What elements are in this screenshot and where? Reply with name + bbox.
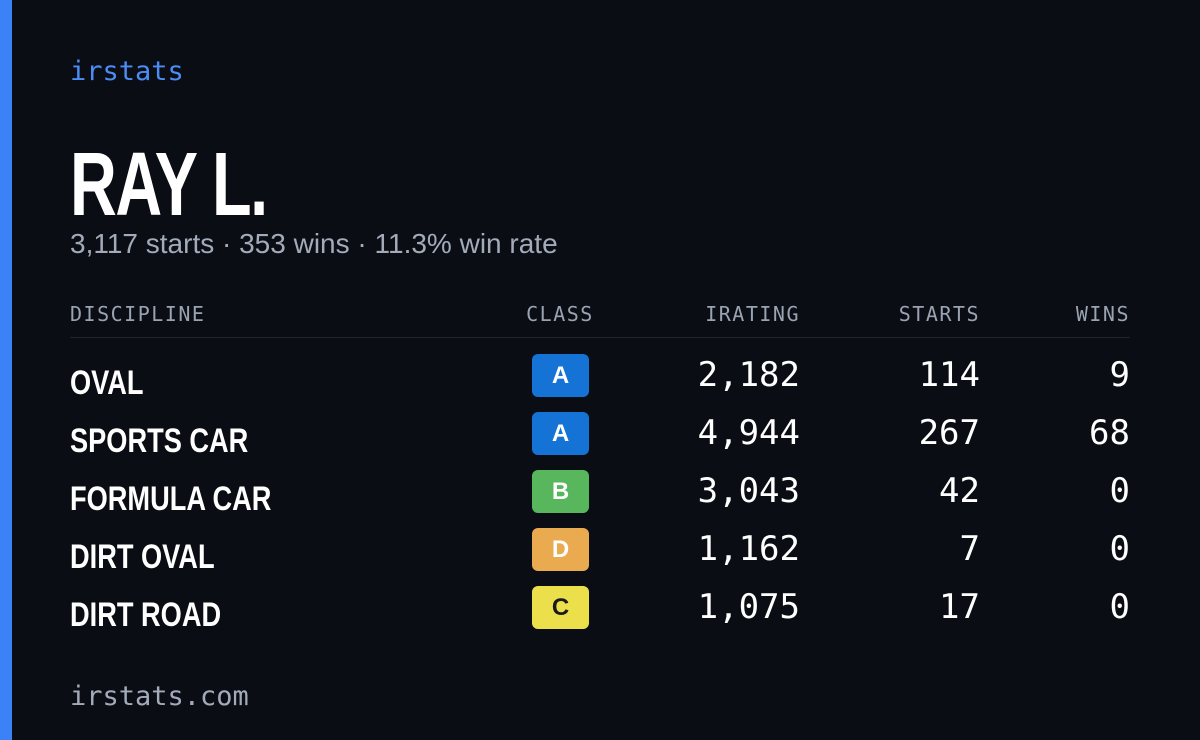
starts: 17 bbox=[939, 587, 980, 627]
starts: 114 bbox=[918, 355, 980, 395]
class-badge: A bbox=[532, 412, 589, 455]
irating: 4,944 bbox=[697, 413, 800, 453]
column-header: CLASS bbox=[526, 302, 594, 326]
discipline: OVAL bbox=[70, 364, 144, 402]
accent-bar bbox=[0, 0, 12, 740]
starts: 267 bbox=[918, 413, 980, 453]
class-badge: D bbox=[532, 528, 589, 571]
driver-name: RAY L. bbox=[70, 135, 268, 235]
column-header: WINS bbox=[1075, 302, 1130, 326]
irating: 1,075 bbox=[697, 587, 800, 627]
discipline: DIRT ROAD bbox=[70, 596, 222, 634]
class-badge: C bbox=[532, 586, 589, 629]
wins: 0 bbox=[1109, 529, 1130, 569]
wins: 68 bbox=[1089, 413, 1130, 453]
column-header: IRATING bbox=[705, 302, 800, 326]
wins: 0 bbox=[1109, 587, 1130, 627]
column-header: STARTS bbox=[898, 302, 980, 326]
column-header: DISCIPLINE bbox=[70, 302, 206, 326]
class-badge: B bbox=[532, 470, 589, 513]
starts: 7 bbox=[959, 529, 980, 569]
wins: 0 bbox=[1109, 471, 1130, 511]
starts: 42 bbox=[939, 471, 980, 511]
irating: 1,162 bbox=[697, 529, 800, 569]
class-badge: A bbox=[532, 354, 589, 397]
brand: irstats bbox=[70, 56, 184, 87]
header-divider bbox=[70, 337, 1130, 338]
footer: irstats.com bbox=[70, 681, 249, 712]
discipline: SPORTS CAR bbox=[70, 422, 249, 460]
irating: 2,182 bbox=[697, 355, 800, 395]
irating: 3,043 bbox=[697, 471, 800, 511]
wins: 9 bbox=[1109, 355, 1130, 395]
driver-summary: 3,117 starts · 353 wins · 11.3% win rate bbox=[70, 228, 558, 259]
discipline: FORMULA CAR bbox=[70, 480, 272, 518]
discipline: DIRT OVAL bbox=[70, 538, 215, 576]
